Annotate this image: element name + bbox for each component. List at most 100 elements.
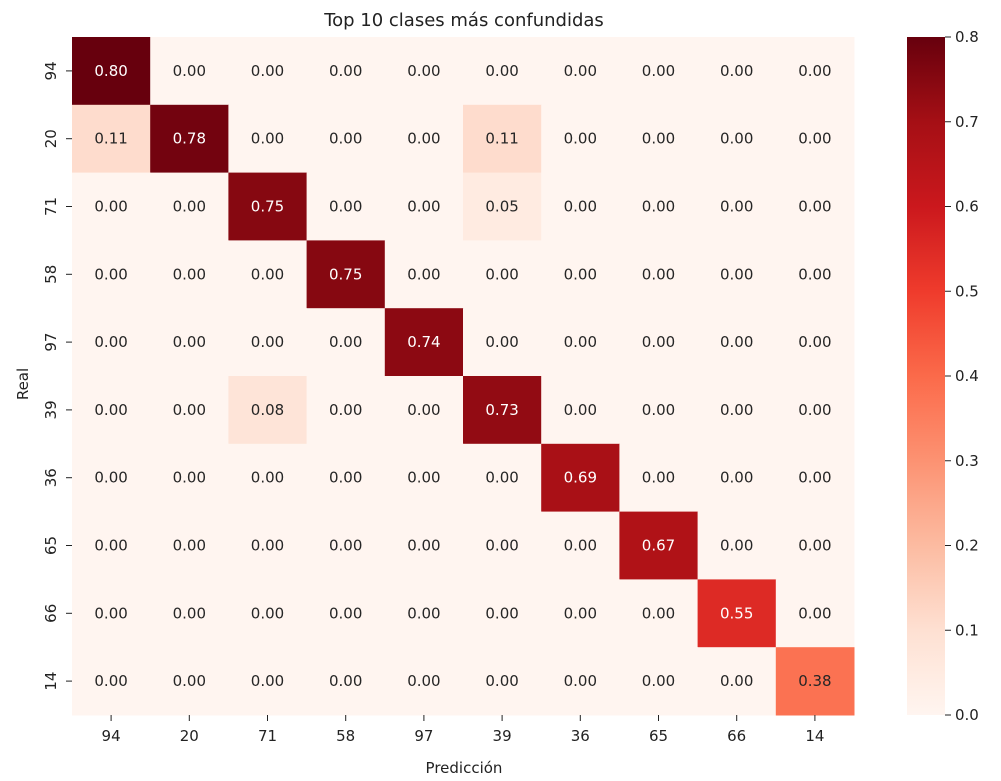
cell-value-label: 0.00 (642, 333, 675, 351)
heatmap-cell (72, 376, 151, 445)
heatmap-cell (463, 172, 542, 241)
heatmap-cells: 0.80 0.00 0.00 0.00 0.00 0.00 0.00 0.00 0.00 0.00… (72, 37, 855, 716)
heatmap-cell (384, 443, 464, 513)
cell-value-label: 0.00 (407, 130, 440, 148)
cell-value-label: 0.00 (720, 198, 753, 216)
heatmap-cell (228, 376, 308, 445)
chart-title: Top 10 clases más confundidas (323, 10, 604, 31)
heatmap-cell (775, 579, 855, 648)
colorbar-tick-label: 0.5 (955, 282, 979, 300)
cell-value-label: 0.00 (485, 672, 518, 690)
cell-value-label: 0.75 (251, 198, 284, 216)
heatmap-cell (697, 579, 777, 648)
heatmap-cell (619, 376, 699, 445)
heatmap-cell (72, 579, 151, 648)
heatmap-cell (775, 511, 855, 580)
cell-value-label: 0.00 (798, 130, 831, 148)
heatmap-cell (463, 511, 542, 580)
cell-value-label: 0.00 (642, 672, 675, 690)
cell-value-label: 0.00 (485, 537, 518, 555)
heatmap-cell (775, 647, 855, 716)
heatmap-cell (384, 647, 464, 716)
cell-value-label: 0.00 (720, 265, 753, 283)
heatmap-cell (541, 104, 620, 174)
cell-value-label: 0.00 (642, 469, 675, 487)
heatmap-cell (72, 443, 151, 513)
cell-value-label: 0.00 (329, 401, 362, 419)
cell-value-label: 0.00 (329, 198, 362, 216)
cell-value-label: 0.00 (564, 130, 597, 148)
cell-value-label: 0.00 (251, 469, 284, 487)
heatmap-cell (228, 172, 308, 241)
colorbar-tick-label: 0.4 (955, 367, 979, 385)
cell-value-label: 0.00 (720, 62, 753, 80)
cell-value-label: 0.00 (173, 62, 206, 80)
cell-value-label: 0.00 (173, 265, 206, 283)
colorbar-tick-label: 0.2 (955, 537, 979, 555)
heatmap-cell (541, 308, 620, 377)
heatmap-cell (775, 443, 855, 513)
cell-value-label: 0.00 (94, 469, 127, 487)
cell-value-label: 0.00 (173, 604, 206, 622)
heatmap-cell (72, 511, 151, 580)
colorbar-tick-label: 0.8 (955, 28, 979, 46)
heatmap-cell (228, 104, 308, 174)
x-tick-label: 58 (336, 727, 355, 745)
cell-value-label: 0.00 (798, 333, 831, 351)
cell-value-label: 0.00 (720, 333, 753, 351)
cell-value-label: 0.00 (251, 130, 284, 148)
cell-value-label: 0.00 (798, 401, 831, 419)
heatmap-cell (72, 647, 151, 716)
heatmap-cell (775, 308, 855, 377)
heatmap-cell (228, 647, 308, 716)
heatmap-cell (541, 511, 620, 580)
heatmap-cell (150, 37, 229, 106)
heatmap-cell (463, 376, 542, 445)
cell-value-label: 0.00 (407, 265, 440, 283)
heatmap-cell (72, 104, 151, 174)
heatmap-cell (306, 240, 386, 309)
y-tick-label: 36 (42, 468, 60, 487)
cell-value-label: 0.00 (173, 537, 206, 555)
cell-value-label: 0.00 (94, 672, 127, 690)
cell-value-label: 0.00 (94, 198, 127, 216)
heatmap-cell (384, 172, 464, 241)
cell-value-label: 0.80 (94, 62, 127, 80)
heatmap-cell (697, 443, 777, 513)
cell-value-label: 0.00 (720, 130, 753, 148)
heatmap-cell (72, 240, 151, 309)
heatmap-cell (150, 579, 229, 648)
heatmap-cell (306, 647, 386, 716)
x-tick-label: 39 (493, 727, 512, 745)
heatmap-cell (775, 240, 855, 309)
heatmap-cell (619, 308, 699, 377)
cell-value-label: 0.00 (720, 672, 753, 690)
heatmap-cell (541, 172, 620, 241)
heatmap-cell (228, 240, 308, 309)
x-tick-label: 97 (414, 727, 433, 745)
cell-value-label: 0.00 (173, 401, 206, 419)
heatmap-cell (463, 104, 542, 174)
colorbar-tick-label: 0.7 (955, 113, 979, 131)
heatmap-cell (228, 37, 308, 106)
heatmap-cell (697, 172, 777, 241)
cell-value-label: 0.75 (329, 265, 362, 283)
cell-value-label: 0.00 (407, 62, 440, 80)
cell-value-label: 0.00 (329, 604, 362, 622)
heatmap-cell (697, 104, 777, 174)
heatmap-cell (463, 647, 542, 716)
x-tick-label: 20 (180, 727, 199, 745)
cell-value-label: 0.00 (173, 469, 206, 487)
cell-value-label: 0.00 (798, 604, 831, 622)
cell-value-label: 0.00 (94, 537, 127, 555)
cell-value-label: 0.73 (485, 401, 518, 419)
cell-value-label: 0.38 (798, 672, 831, 690)
heatmap-cell (697, 511, 777, 580)
heatmap-cell (384, 37, 464, 106)
cell-value-label: 0.00 (173, 333, 206, 351)
heatmap-cell (463, 240, 542, 309)
cell-value-label: 0.78 (173, 130, 206, 148)
x-axis: 94 20 71 58 97 39 36 65 66 14 (102, 715, 824, 745)
colorbar-tick-label: 0.6 (955, 198, 979, 216)
heatmap-cell (72, 172, 151, 241)
